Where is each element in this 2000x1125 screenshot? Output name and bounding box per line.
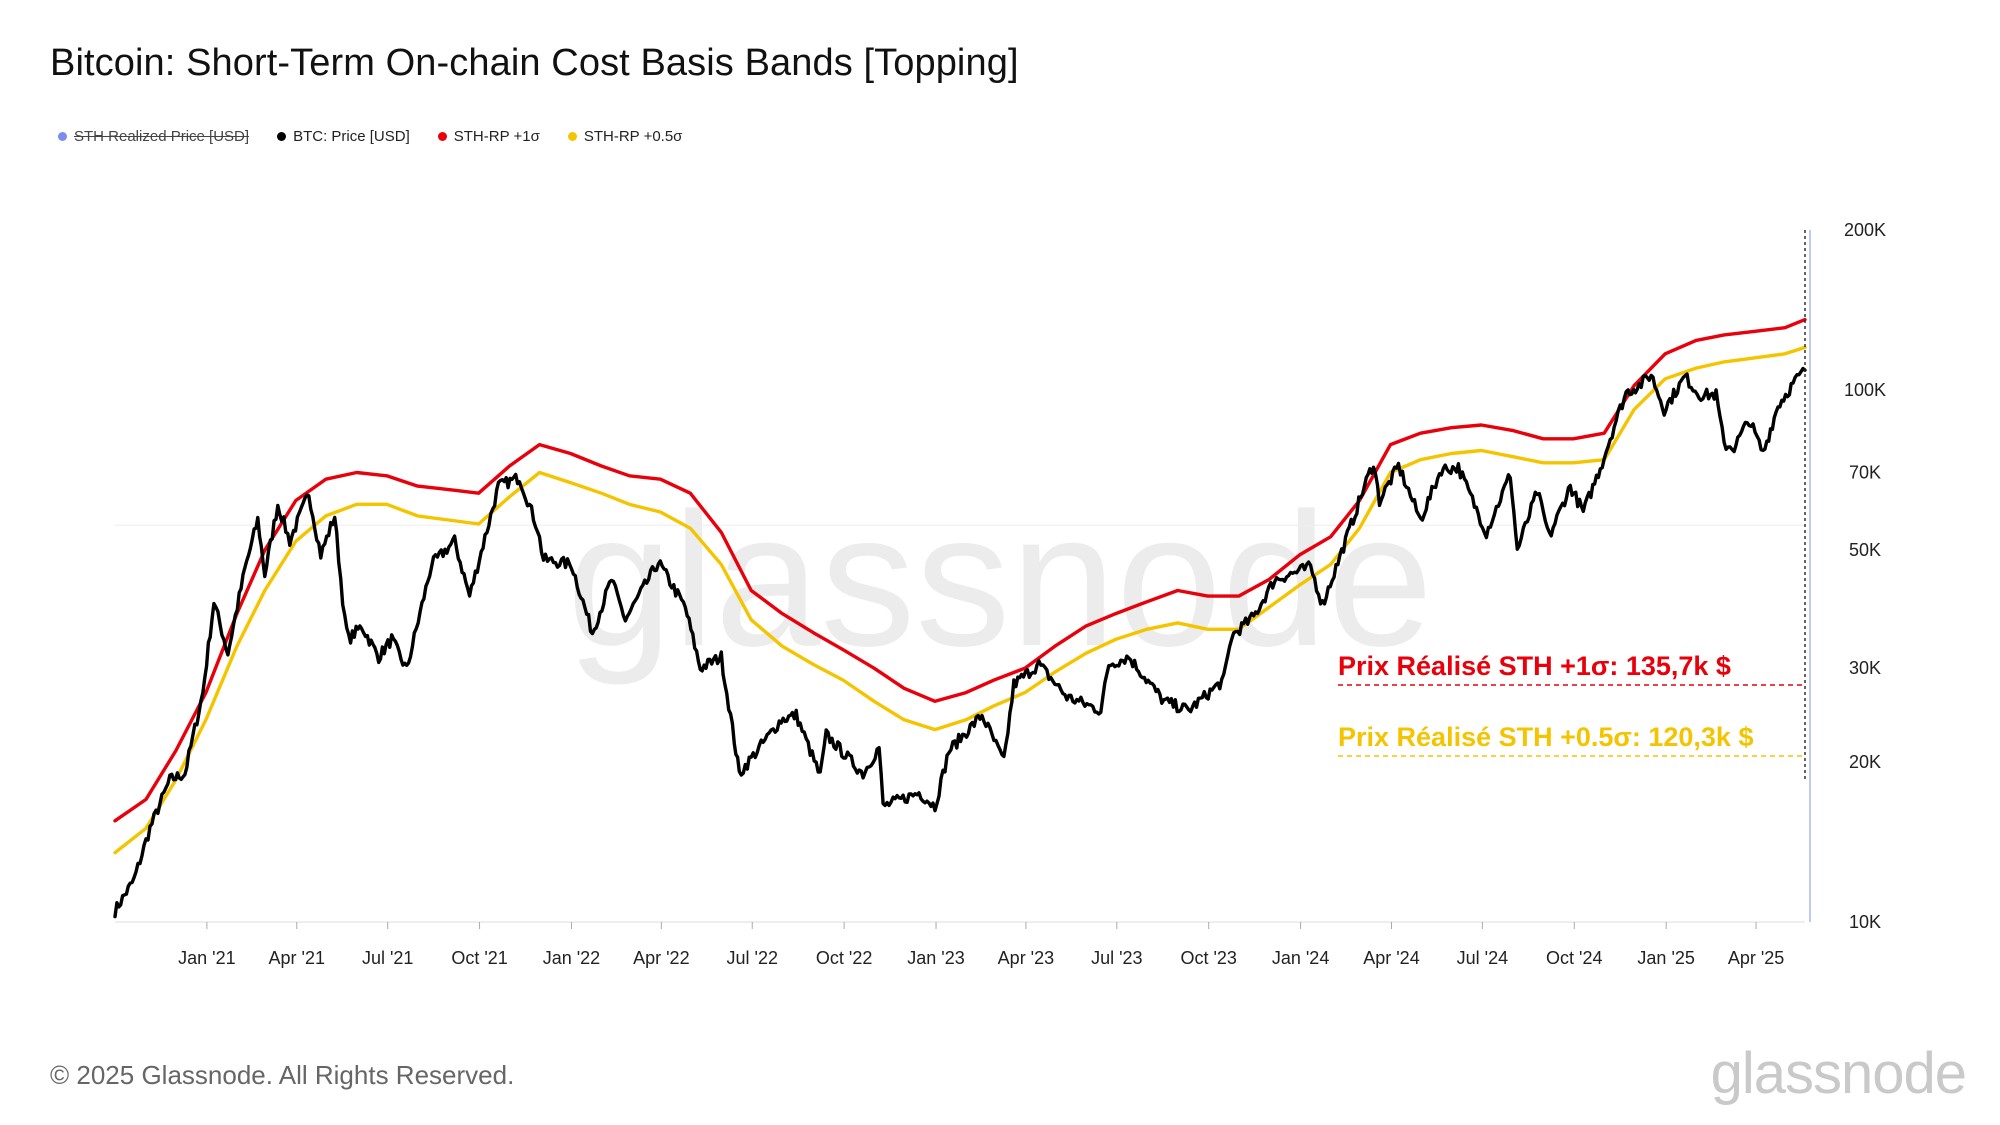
y-axis: 10K 20K 30K 50K 70K 100K 200K	[1844, 220, 1886, 932]
legend-item-sth-realized-price[interactable]: STH Realized Price [USD]	[58, 128, 249, 145]
brand-logo: glassnode	[1710, 1041, 1967, 1106]
x-tick-label: Apr '21	[269, 948, 325, 968]
legend-label-sth-rp-1sigma: STH-RP +1σ	[453, 128, 540, 145]
legend-item-btc-price[interactable]: BTC: Price [USD]	[277, 128, 410, 145]
series-line-sth-rp-05sigma	[113, 345, 1807, 855]
x-tick-label: Oct '22	[816, 948, 872, 968]
x-axis: Jan '21 Apr '21 Jul '21 Oct '21 Jan '22 Apr '…	[178, 922, 1784, 968]
x-tick-label: Jul '23	[1091, 948, 1142, 968]
y-tick-label: 200K	[1844, 220, 1886, 240]
x-tick-label: Jan '25	[1637, 948, 1694, 968]
x-tick-label: Jul '21	[362, 948, 413, 968]
x-tick-label: Oct '24	[1546, 948, 1602, 968]
chart-legend: STH Realized Price [USD] BTC: Price [USD…	[58, 128, 682, 145]
x-tick-label: Jan '21	[178, 948, 235, 968]
x-tick-label: Apr '25	[1728, 948, 1784, 968]
series-layer	[113, 317, 1807, 919]
series-line-sth-rp-1sigma	[113, 317, 1807, 823]
annotation-label: Prix Réalisé STH +0.5σ: 120,3k $	[1338, 722, 1753, 752]
annotations-layer: Prix Réalisé STH +1σ: 135,7k $ Prix Réali…	[1338, 230, 1806, 782]
x-tick-label: Apr '24	[1363, 948, 1419, 968]
x-tick-label: Jan '23	[907, 948, 964, 968]
legend-label-btc-price: BTC: Price [USD]	[293, 128, 410, 145]
legend-label-sth-realized-price: STH Realized Price [USD]	[74, 128, 250, 145]
y-tick-label: 70K	[1849, 463, 1881, 483]
x-tick-label: Jul '22	[727, 948, 778, 968]
legend-dot-sth-realized-price	[58, 132, 67, 141]
legend-dot-sth-rp-05sigma	[567, 132, 577, 141]
footer-copyright: © 2025 Glassnode. All Rights Reserved.	[50, 1060, 515, 1090]
series-line-btc-price	[113, 366, 1807, 919]
x-tick-label: Oct '23	[1180, 948, 1236, 968]
y-tick-label: 30K	[1849, 658, 1881, 678]
legend-dot-btc-price	[277, 132, 287, 141]
x-tick-label: Jan '24	[1272, 948, 1329, 968]
x-tick-label: Jan '22	[543, 948, 600, 968]
x-tick-label: Oct '21	[451, 948, 507, 968]
chart-title: Bitcoin: Short-Term On-chain Cost Basis …	[50, 42, 1019, 84]
y-tick-label: 50K	[1849, 540, 1881, 560]
legend-item-sth-rp-05sigma[interactable]: STH-RP +0.5σ	[567, 128, 683, 145]
y-tick-label: 10K	[1849, 912, 1881, 932]
x-tick-label: Apr '22	[633, 948, 689, 968]
x-tick-label: Apr '23	[998, 948, 1054, 968]
chart-watermark: glassnode	[567, 474, 1433, 686]
y-tick-label: 20K	[1849, 752, 1881, 772]
legend-item-sth-rp-1sigma[interactable]: STH-RP +1σ	[437, 128, 540, 145]
x-tick-label: Jul '24	[1457, 948, 1508, 968]
y-tick-label: 100K	[1844, 380, 1886, 400]
legend-dot-sth-rp-1sigma	[437, 132, 447, 141]
legend-label-sth-rp-05sigma: STH-RP +0.5σ	[583, 128, 683, 145]
annotation-label: Prix Réalisé STH +1σ: 135,7k $	[1338, 651, 1731, 681]
